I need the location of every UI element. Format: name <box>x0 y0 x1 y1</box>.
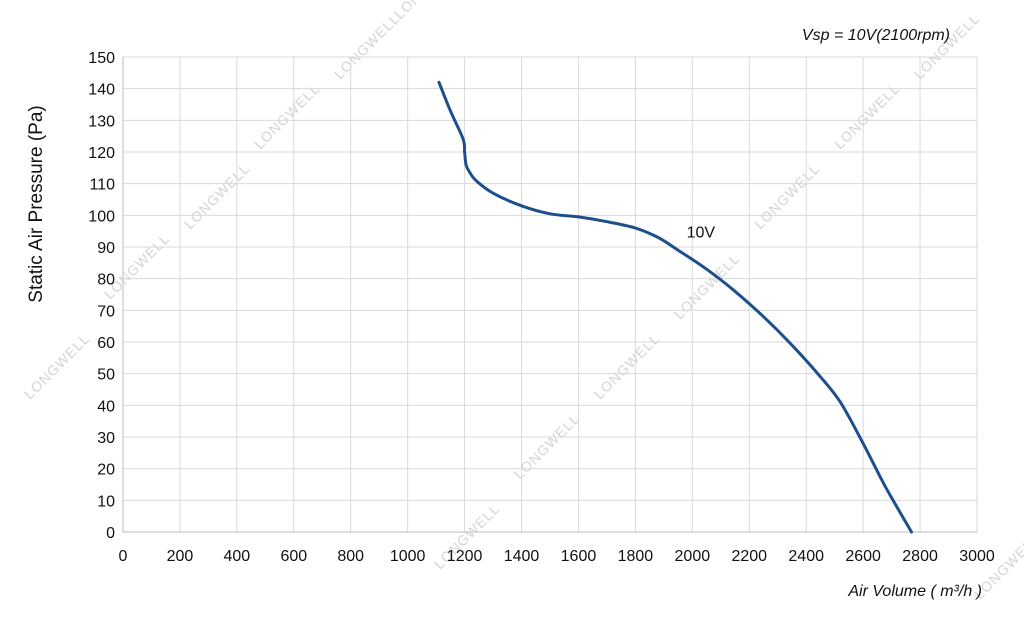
y-tick-label: 150 <box>88 50 115 67</box>
y-tick-label: 0 <box>106 525 115 542</box>
watermark-text: LONGWELL <box>251 80 323 152</box>
y-tick-label: 30 <box>97 430 115 447</box>
watermark-text: LONGWELL <box>671 250 743 322</box>
x-axis-label: Air Volume ( m³/h ) <box>847 583 982 600</box>
x-tick-label: 800 <box>337 548 364 565</box>
grid <box>122 56 978 533</box>
x-tick-label: 0 <box>119 548 128 565</box>
x-tick-label: 2000 <box>675 548 711 565</box>
watermark-layer: LONGWELLLONGWELLLONGWELLLONGWELLLONGWELL… <box>21 0 1024 602</box>
watermark-text: LONGWELL <box>591 330 663 402</box>
x-tick-label: 2200 <box>731 548 767 565</box>
y-tick-label: 80 <box>97 272 115 289</box>
x-tick-label: 1400 <box>504 548 540 565</box>
y-tick-label: 20 <box>97 462 115 479</box>
x-tick-label: 2600 <box>845 548 881 565</box>
y-tick-label: 70 <box>97 303 115 320</box>
x-tick-label: 600 <box>280 548 307 565</box>
x-tick-label: 2800 <box>902 548 938 565</box>
x-tick-label: 200 <box>167 548 194 565</box>
x-tick-label: 1000 <box>390 548 426 565</box>
x-tick-label: 400 <box>224 548 251 565</box>
watermark-text: LONGWELL <box>331 10 403 82</box>
series-label: 10V <box>687 225 716 242</box>
watermark-text: LONGWELL <box>751 160 823 232</box>
y-tick-label: 60 <box>97 335 115 352</box>
y-tick-label: 90 <box>97 240 115 257</box>
y-tick-label: 140 <box>88 82 115 99</box>
series-layer: 10V <box>437 80 913 534</box>
watermark-text: LONGWELL <box>21 330 93 402</box>
y-tick-label: 10 <box>97 493 115 510</box>
y-tick-label: 110 <box>89 177 115 194</box>
x-tick-label: 1800 <box>618 548 654 565</box>
y-tick-label: 120 <box>88 145 115 162</box>
y-axis-label: Static Air Pressure (Pa) <box>26 105 47 302</box>
x-tick-label: 1200 <box>447 548 483 565</box>
x-tick-label: 2400 <box>788 548 824 565</box>
watermark-text: LONGWELL <box>391 0 463 22</box>
chart-annotation: Vsp = 10V(2100rpm) <box>802 27 950 44</box>
x-tick-label: 1600 <box>561 548 597 565</box>
y-tick-label: 40 <box>97 398 115 415</box>
y-tick-label: 130 <box>88 113 115 130</box>
tick-labels: 0 200 400 600 800 1000 1200 1400 1600 1800 2000 220… <box>88 50 995 565</box>
watermark-text: LONGWELL <box>911 10 983 82</box>
series-line <box>437 80 913 534</box>
watermark-text: LONGWELL <box>831 80 903 152</box>
y-tick-label: 50 <box>97 367 115 384</box>
watermark-text: LONGWELL <box>181 160 253 232</box>
x-tick-label: 3000 <box>959 548 995 565</box>
y-tick-label: 100 <box>88 208 115 225</box>
